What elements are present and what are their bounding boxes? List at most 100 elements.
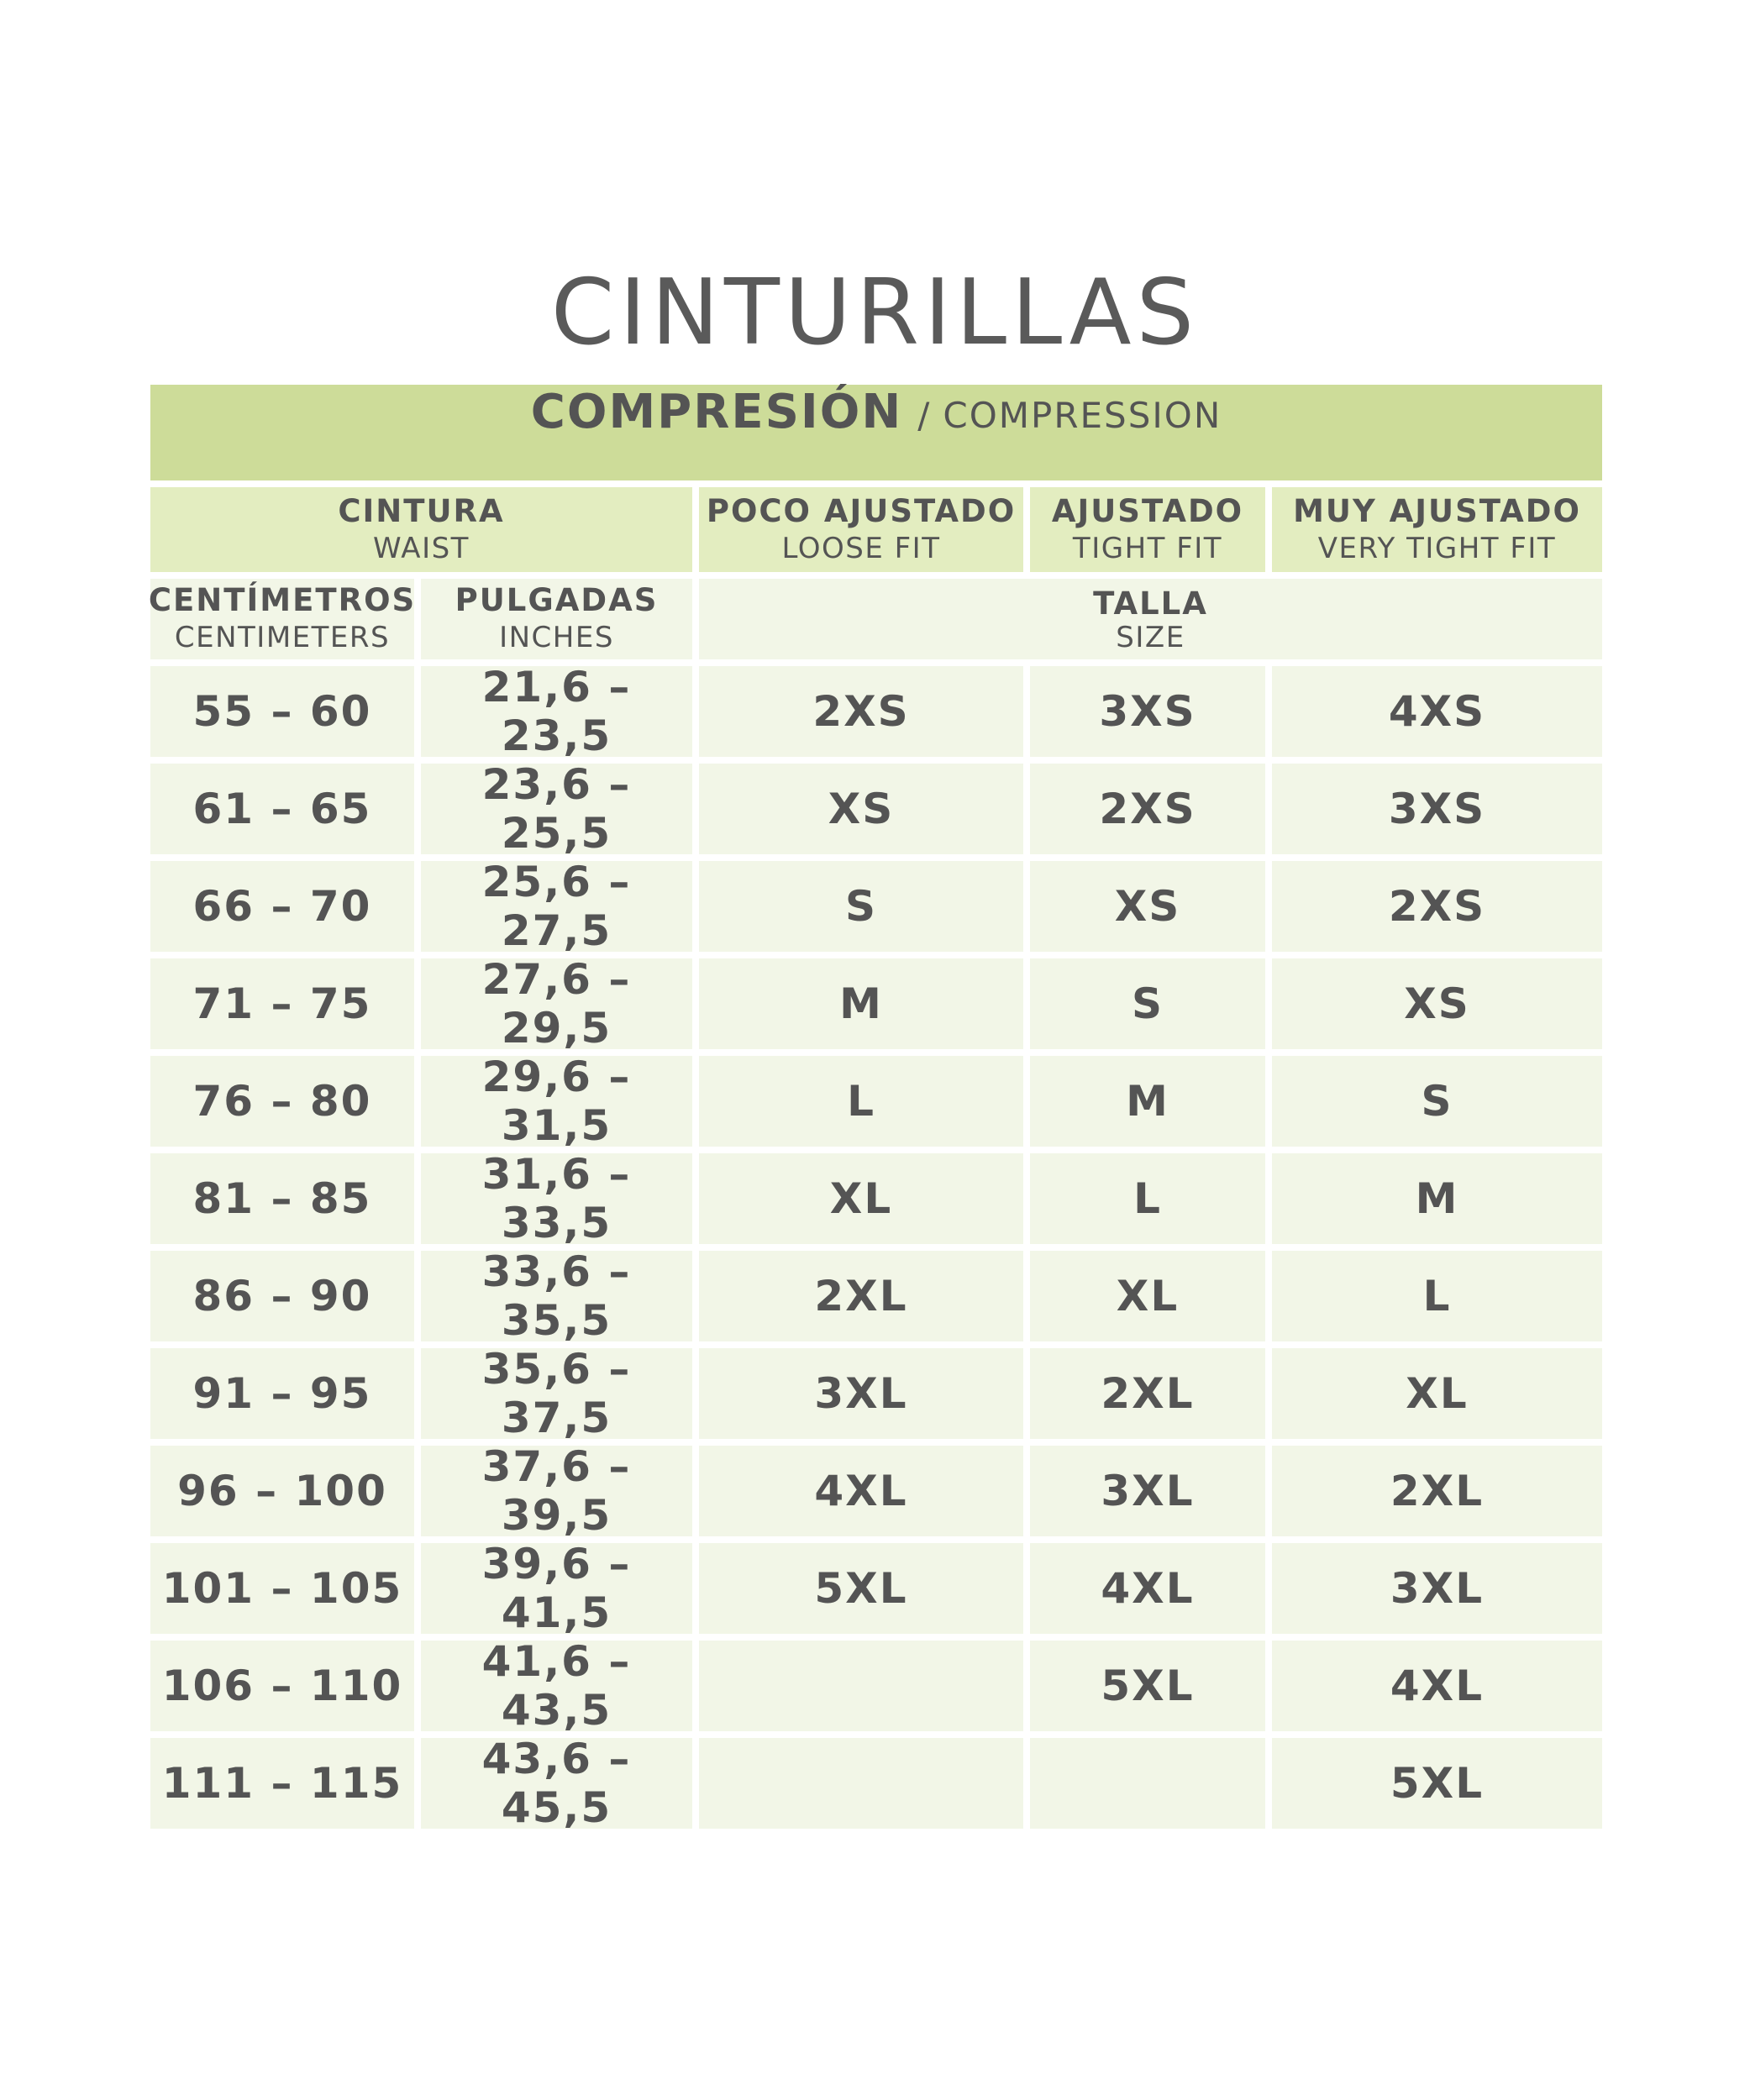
cell-value: 3XL — [1390, 1564, 1485, 1613]
page-title: CINTURILLAS — [550, 260, 1200, 365]
size-label-es: TALLA — [1093, 585, 1208, 622]
very-tight-fit-size-cell: 5XL — [1272, 1738, 1602, 1829]
tight-fit-header: AJUSTADO TIGHT FIT — [1030, 487, 1265, 572]
cell-value: 91 – 95 — [192, 1369, 372, 1418]
loose-label-es: POCO AJUSTADO — [706, 492, 1017, 529]
inches-label-en: INCHES — [499, 621, 614, 654]
cell-value: S — [1131, 979, 1164, 1028]
very-tight-fit-size-cell: 4XL — [1272, 1641, 1602, 1731]
cell-value: 86 – 90 — [192, 1272, 372, 1320]
inches-cell: 25,6 – 27,5 — [421, 858, 692, 955]
cell-value: 3XL — [814, 1369, 908, 1418]
cm-cell: 66 – 70 — [150, 861, 414, 952]
cell-value: 2XS — [1099, 785, 1196, 833]
cell-value: 3XS — [1388, 785, 1486, 833]
cell-value: 21,6 – 23,5 — [481, 663, 632, 760]
inches-cell: 43,6 – 45,5 — [421, 1735, 692, 1832]
inches-cell: 39,6 – 41,5 — [421, 1540, 692, 1637]
inches-header: PULGADAS INCHES — [421, 579, 692, 659]
inches-cell: 33,6 – 35,5 — [421, 1247, 692, 1345]
cell-value: 101 – 105 — [161, 1564, 403, 1613]
cell-value: XS — [1404, 979, 1470, 1028]
cell-value: 31,6 – 33,5 — [481, 1150, 632, 1247]
cell-value: 37,6 – 39,5 — [481, 1442, 632, 1540]
very-tight-fit-size-cell: 2XL — [1272, 1446, 1602, 1536]
header-main: COMPRESIÓN — [530, 385, 903, 439]
cell-value: 29,6 – 31,5 — [481, 1053, 632, 1150]
loose-fit-size-cell: 4XL — [699, 1446, 1023, 1536]
cell-value: 81 – 85 — [192, 1174, 372, 1223]
loose-fit-size-cell: 3XL — [699, 1348, 1023, 1439]
cell-value: 71 – 75 — [192, 979, 372, 1028]
tight-fit-size-cell: 3XS — [1030, 666, 1265, 757]
cm-cell: 106 – 110 — [150, 1641, 414, 1731]
cell-value: 4XL — [1390, 1662, 1485, 1710]
cell-value: M — [1126, 1077, 1169, 1126]
size-header: TALLA SIZE — [699, 579, 1602, 659]
very-tight-fit-size-cell: 4XS — [1272, 666, 1602, 757]
cell-value: 96 – 100 — [177, 1467, 387, 1515]
tight-fit-size-cell: 4XL — [1030, 1543, 1265, 1634]
very-tight-fit-header: MUY AJUSTADO VERY TIGHT FIT — [1272, 487, 1602, 572]
cell-value: XL — [1406, 1369, 1469, 1418]
cell-value: 41,6 – 43,5 — [481, 1637, 632, 1735]
very-tight-fit-size-cell: L — [1272, 1251, 1602, 1341]
cell-value: 5XL — [814, 1564, 908, 1613]
inches-cell: 31,6 – 33,5 — [421, 1150, 692, 1247]
cell-value: 3XL — [1101, 1467, 1195, 1515]
loose-fit-size-cell: XL — [699, 1153, 1023, 1244]
cell-value: 43,6 – 45,5 — [481, 1735, 632, 1832]
cm-cell: 111 – 115 — [150, 1738, 414, 1829]
inches-cell: 41,6 – 43,5 — [421, 1637, 692, 1735]
tight-fit-size-cell: L — [1030, 1153, 1265, 1244]
cell-value: S — [1421, 1077, 1453, 1126]
cm-cell: 91 – 95 — [150, 1348, 414, 1439]
size-table: COMPRESIÓN / COMPRESSION CINTURA WAIST P… — [149, 385, 1602, 1832]
cm-cell: 81 – 85 — [150, 1153, 414, 1244]
cell-value: 25,6 – 27,5 — [481, 858, 632, 955]
cell-value: S — [844, 882, 877, 931]
waist-label-es: CINTURA — [338, 492, 505, 529]
size-label-en: SIZE — [1116, 621, 1185, 654]
cell-value: 61 – 65 — [192, 785, 372, 833]
cell-value: L — [847, 1077, 875, 1126]
very-tight-label-es: MUY AJUSTADO — [1293, 492, 1581, 529]
cell-value: 39,6 – 41,5 — [481, 1540, 632, 1637]
cm-cell: 96 – 100 — [150, 1446, 414, 1536]
tight-fit-size-cell: XS — [1030, 861, 1265, 952]
inches-label-es: PULGADAS — [455, 582, 659, 618]
waist-header: CINTURA WAIST — [150, 487, 692, 572]
cell-value: 2XL — [1390, 1467, 1485, 1515]
cell-value: 76 – 80 — [192, 1077, 372, 1126]
cell-value: 23,6 – 25,5 — [481, 760, 632, 858]
cell-value: 5XL — [1390, 1759, 1485, 1808]
inches-cell: 27,6 – 29,5 — [421, 955, 692, 1053]
cell-value: M — [1415, 1174, 1459, 1223]
cell-value: 5XL — [1101, 1662, 1195, 1710]
tight-fit-size-cell: XL — [1030, 1251, 1265, 1341]
inches-cell: 21,6 – 23,5 — [421, 663, 692, 760]
very-tight-fit-size-cell: XL — [1272, 1348, 1602, 1439]
very-tight-fit-size-cell: S — [1272, 1056, 1602, 1147]
loose-fit-size-cell — [699, 1641, 1023, 1731]
tight-fit-size-cell: 5XL — [1030, 1641, 1265, 1731]
very-tight-fit-size-cell: XS — [1272, 958, 1602, 1049]
centimeters-header: CENTÍMETROS CENTIMETERS — [149, 579, 414, 659]
tight-fit-size-cell: 2XL — [1030, 1348, 1265, 1439]
inches-cell: 29,6 – 31,5 — [421, 1053, 692, 1150]
cell-value: 4XL — [814, 1467, 908, 1515]
cell-value: 111 – 115 — [161, 1759, 403, 1808]
waist-label-en: WAIST — [373, 531, 470, 565]
loose-fit-size-cell: M — [699, 958, 1023, 1049]
inches-cell: 23,6 – 25,5 — [421, 760, 692, 858]
cell-value: L — [1422, 1272, 1452, 1320]
very-tight-fit-size-cell: M — [1272, 1153, 1602, 1244]
cell-value: M — [839, 979, 883, 1028]
loose-fit-header: POCO AJUSTADO LOOSE FIT — [699, 487, 1023, 572]
cell-value: 27,6 – 29,5 — [481, 955, 632, 1053]
cell-value: 35,6 – 37,5 — [481, 1345, 632, 1442]
cm-cell: 101 – 105 — [150, 1543, 414, 1634]
cell-value: 4XS — [1388, 687, 1486, 736]
cell-value: XL — [1116, 1272, 1180, 1320]
tight-label-en: TIGHT FIT — [1072, 531, 1223, 565]
